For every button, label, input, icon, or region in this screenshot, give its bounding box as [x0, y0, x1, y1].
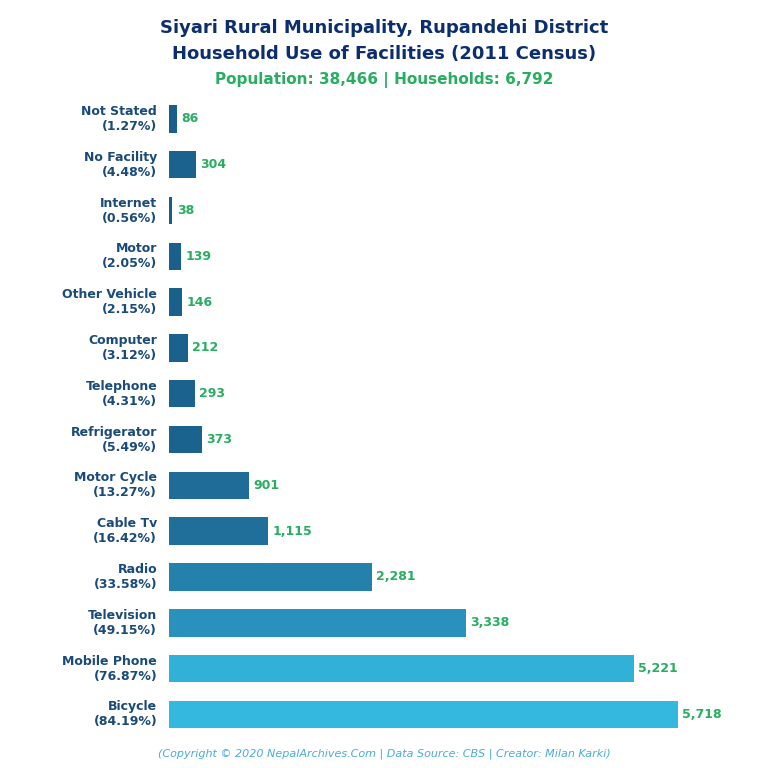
Bar: [169, 105, 177, 133]
Bar: [169, 472, 249, 499]
Text: Household Use of Facilities (2011 Census): Household Use of Facilities (2011 Census…: [172, 45, 596, 62]
Text: 373: 373: [207, 433, 233, 446]
Bar: [169, 563, 372, 591]
Text: Siyari Rural Municipality, Rupandehi District: Siyari Rural Municipality, Rupandehi Dis…: [160, 19, 608, 37]
Bar: [169, 334, 188, 362]
Bar: [169, 425, 202, 453]
Bar: [169, 380, 195, 408]
Text: 1,115: 1,115: [273, 525, 313, 538]
Text: 146: 146: [187, 296, 213, 309]
Text: (Copyright © 2020 NepalArchives.Com | Data Source: CBS | Creator: Milan Karki): (Copyright © 2020 NepalArchives.Com | Da…: [157, 748, 611, 759]
Bar: [169, 700, 678, 728]
Bar: [169, 151, 196, 178]
Bar: [169, 197, 172, 224]
Text: 901: 901: [253, 479, 280, 492]
Text: 293: 293: [200, 387, 226, 400]
Text: 86: 86: [181, 112, 198, 125]
Text: 5,718: 5,718: [682, 708, 722, 721]
Text: 139: 139: [186, 250, 212, 263]
Bar: [169, 609, 466, 637]
Text: 5,221: 5,221: [638, 662, 678, 675]
Text: 2,281: 2,281: [376, 571, 416, 584]
Bar: [169, 518, 268, 545]
Text: 212: 212: [192, 342, 219, 354]
Text: 3,338: 3,338: [471, 616, 510, 629]
Bar: [169, 655, 634, 682]
Bar: [169, 243, 181, 270]
Text: 38: 38: [177, 204, 194, 217]
Text: 304: 304: [200, 158, 227, 171]
Bar: [169, 289, 182, 316]
Text: Population: 38,466 | Households: 6,792: Population: 38,466 | Households: 6,792: [215, 72, 553, 88]
